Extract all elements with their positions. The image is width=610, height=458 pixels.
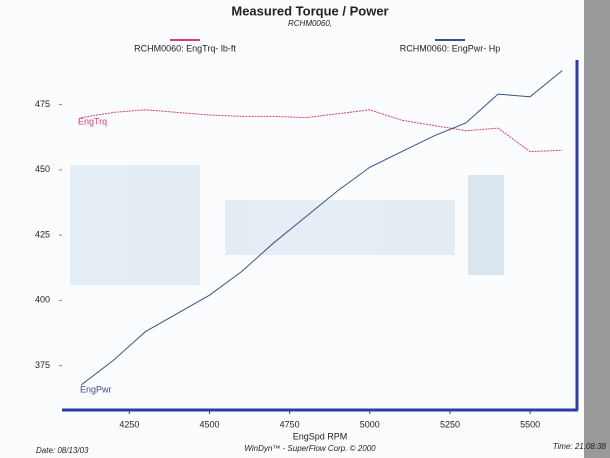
y-tick-label: 450: [35, 164, 50, 174]
watermark: [70, 165, 504, 285]
y-tick-label: 400: [35, 295, 50, 305]
chart-subtitle: RCHM0060,: [288, 19, 332, 28]
y-tick-label: 475: [35, 99, 50, 109]
footer-time: Time: 21:08:38: [553, 442, 607, 451]
x-tick-label: 4250: [119, 419, 139, 429]
legend-label: RCHM0060: EngTrq- lb-ft: [134, 43, 236, 53]
scan-edge: [584, 0, 610, 458]
x-tick-label: 4500: [199, 419, 219, 429]
chart-title: Measured Torque / Power: [231, 3, 388, 18]
x-tick-label: 5500: [520, 419, 540, 429]
x-tick-label: 5250: [440, 419, 460, 429]
x-axis-label: EngSpd RPM: [293, 431, 348, 441]
x-tick-label: 5000: [360, 419, 380, 429]
series-label: EngTrq: [78, 116, 107, 126]
footer-credit: WinDyn™ - SuperFlow Corp. © 2000: [244, 444, 376, 453]
series-line: [81, 109, 563, 153]
footer-date: Date: 08/13/03: [36, 446, 89, 455]
y-tick-label: 425: [35, 229, 50, 239]
series-label: EngPwr: [80, 384, 112, 394]
legend-label: RCHM0060: EngPwr- Hp: [400, 43, 501, 53]
x-tick-label: 4750: [280, 419, 300, 429]
y-tick-label: 375: [35, 360, 50, 370]
series-line: [80, 70, 563, 386]
